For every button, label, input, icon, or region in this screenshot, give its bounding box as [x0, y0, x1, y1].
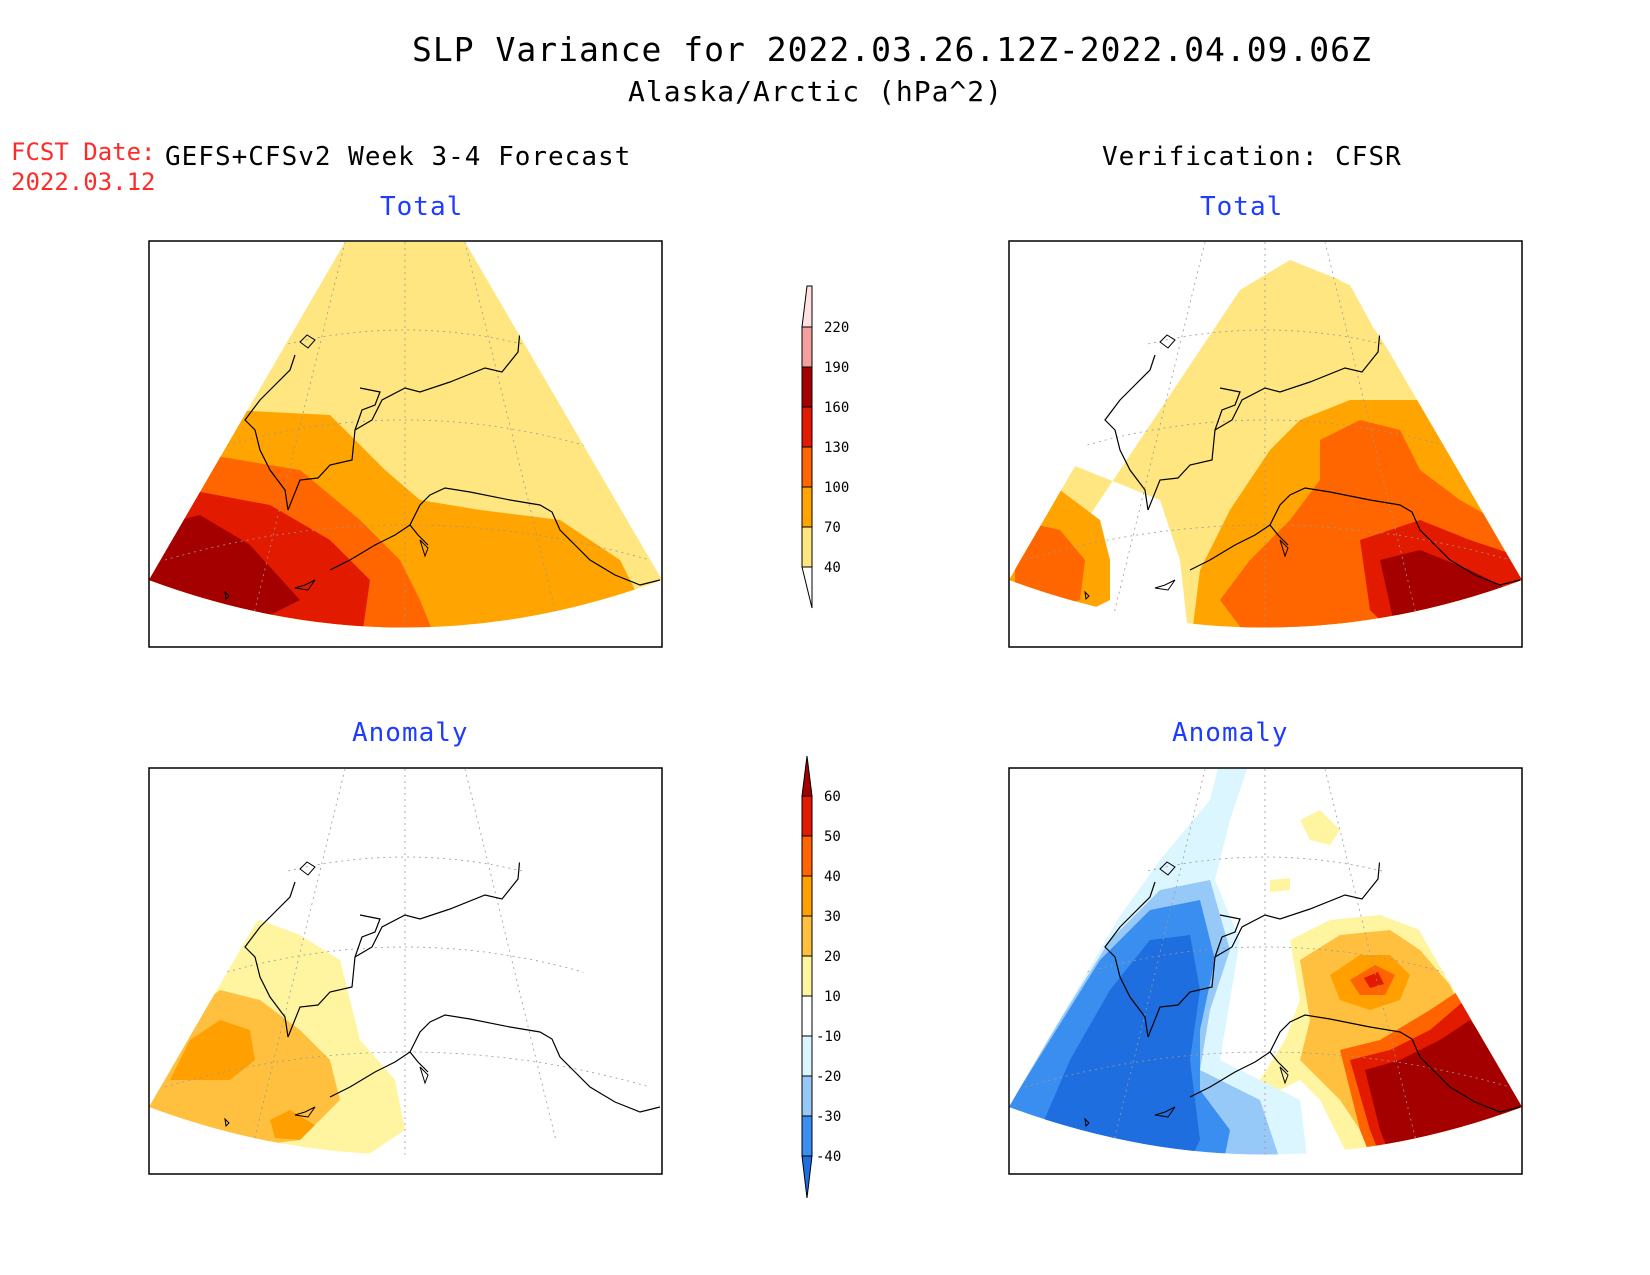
cba-tick-0: -40: [816, 1149, 841, 1165]
cba-tick-5: 20: [824, 949, 841, 965]
cbt-tick-2: 100: [824, 480, 849, 496]
cba-tick-1: -30: [816, 1109, 841, 1125]
cba-tick-9: 60: [824, 789, 841, 805]
cbt-tick-3: 130: [824, 440, 849, 456]
map-frame: [1008, 767, 1523, 1175]
fcst-date-label: FCST Date:: [11, 138, 156, 166]
colorbar-total: 40 70 100 130 160 190 220: [801, 285, 849, 609]
forecast-model-label: GEFS+CFSv2 Week 3-4 Forecast: [165, 142, 632, 172]
figure-title: SLP Variance for 2022.03.26.12Z-2022.04.…: [412, 30, 1372, 69]
cba-tick-8: 50: [824, 829, 841, 845]
forecast-anomaly-title: Anomaly: [352, 718, 469, 748]
cbt-tick-5: 190: [824, 360, 849, 376]
cba-tick-3: -10: [816, 1029, 841, 1045]
forecast-total-map: [148, 240, 663, 648]
figure-subtitle: Alaska/Arctic (hPa^2): [628, 75, 1004, 108]
cba-tick-6: 30: [824, 909, 841, 925]
cba-tick-4: 10: [824, 989, 841, 1005]
map-frame: [148, 767, 663, 1175]
verification-label: Verification: CFSR: [1102, 142, 1402, 172]
cbt-tick-1: 70: [824, 520, 841, 536]
map-frame: [1008, 240, 1523, 648]
forecast-total-title: Total: [380, 192, 464, 222]
fcst-date-value: 2022.03.12: [11, 168, 156, 196]
cbt-tick-0: 40: [824, 560, 841, 576]
colorbar-anomaly: -40 -30 -20 -10 10 20 30 40 50 60: [801, 755, 841, 1199]
verification-anomaly-title: Anomaly: [1172, 718, 1289, 748]
cbt-tick-4: 160: [824, 400, 849, 416]
cbt-tick-6: 220: [824, 320, 849, 336]
forecast-anomaly-map: [148, 767, 663, 1175]
verification-total-map: [1008, 240, 1523, 648]
cba-tick-2: -20: [816, 1069, 841, 1085]
verification-anomaly-map: [1008, 767, 1523, 1175]
verification-total-title: Total: [1200, 192, 1284, 222]
cba-tick-7: 40: [824, 869, 841, 885]
map-frame: [148, 240, 663, 648]
